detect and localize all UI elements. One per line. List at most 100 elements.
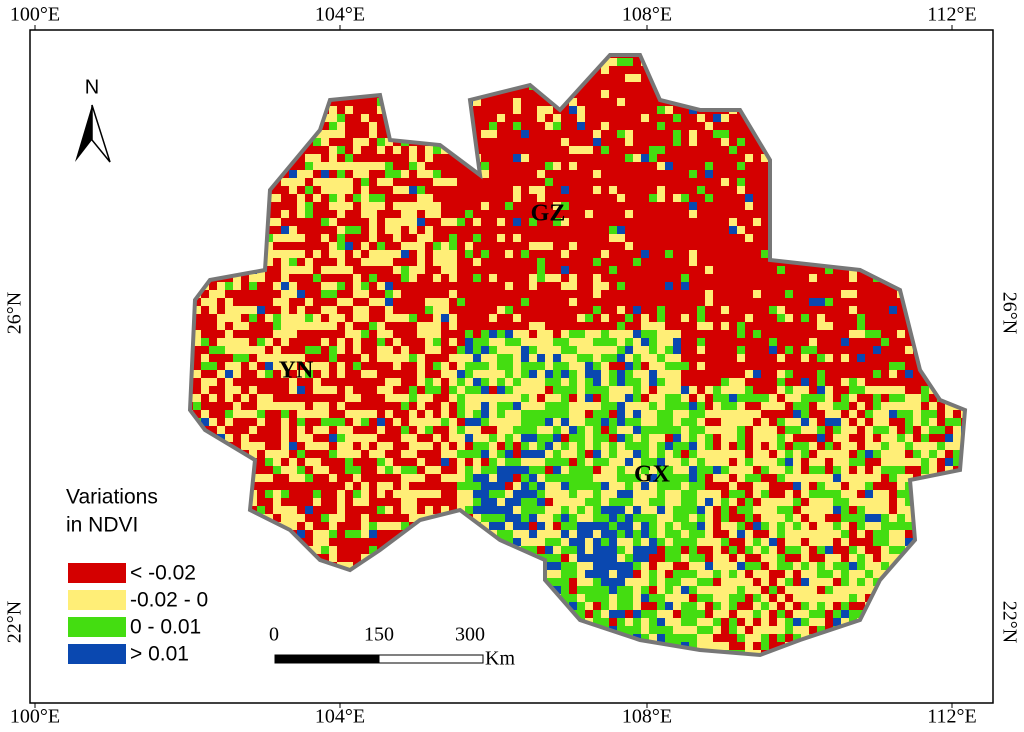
raster-cell (729, 410, 737, 418)
raster-cell (497, 194, 505, 202)
raster-cell (865, 106, 873, 114)
raster-cell (737, 330, 745, 338)
raster-cell (193, 274, 201, 282)
raster-cell (753, 202, 761, 210)
raster-cell (953, 74, 961, 82)
raster-cell (841, 418, 849, 426)
raster-cell (865, 306, 873, 314)
raster-cell (305, 234, 313, 242)
raster-cell (665, 234, 673, 242)
raster-cell (729, 306, 737, 314)
raster-cell (433, 258, 441, 266)
raster-cell (737, 266, 745, 274)
raster-cell (281, 106, 289, 114)
raster-cell (553, 170, 561, 178)
raster-cell (393, 202, 401, 210)
raster-cell (769, 426, 777, 434)
raster-cell (225, 226, 233, 234)
raster-cell (705, 202, 713, 210)
raster-cell (553, 154, 561, 162)
raster-cell (521, 186, 529, 194)
raster-cell (441, 362, 449, 370)
raster-cell (513, 322, 521, 330)
raster-cell (697, 90, 705, 98)
raster-cell (545, 362, 553, 370)
raster-cell (449, 210, 457, 218)
raster-cell (777, 146, 785, 154)
raster-cell (625, 146, 633, 154)
raster-cell (337, 66, 345, 74)
raster-cell (609, 314, 617, 322)
raster-cell (809, 274, 817, 282)
raster-cell (225, 298, 233, 306)
raster-cell (505, 354, 513, 362)
raster-cell (857, 378, 865, 386)
raster-cell (609, 186, 617, 194)
raster-cell (953, 354, 961, 362)
raster-cell (217, 194, 225, 202)
raster-cell (289, 130, 297, 138)
raster-cell (945, 370, 953, 378)
raster-cell (193, 250, 201, 258)
raster-cell (609, 130, 617, 138)
raster-cell (761, 290, 769, 298)
raster-cell (801, 314, 809, 322)
raster-cell (961, 130, 965, 138)
raster-cell (305, 442, 313, 450)
raster-cell (633, 226, 641, 234)
raster-cell (721, 98, 729, 106)
raster-cell (633, 234, 641, 242)
raster-cell (913, 282, 921, 290)
raster-cell (193, 354, 201, 362)
raster-cell (481, 322, 489, 330)
raster-cell (945, 106, 953, 114)
raster-cell (697, 250, 705, 258)
raster-cell (281, 146, 289, 154)
raster-cell (513, 250, 521, 258)
raster-cell (553, 282, 561, 290)
raster-cell (881, 114, 889, 122)
raster-cell (193, 178, 201, 186)
raster-cell (545, 354, 553, 362)
raster-cell (537, 346, 545, 354)
raster-cell (497, 410, 505, 418)
raster-cell (409, 210, 417, 218)
raster-cell (193, 74, 201, 82)
raster-cell (625, 194, 633, 202)
raster-cell (689, 394, 697, 402)
raster-cell (769, 90, 777, 98)
raster-cell (353, 258, 361, 266)
raster-cell (201, 378, 209, 386)
raster-cell (953, 410, 961, 418)
raster-cell (609, 162, 617, 170)
raster-cell (817, 418, 825, 426)
raster-cell (329, 55, 337, 58)
raster-cell (353, 450, 361, 458)
raster-cell (729, 194, 737, 202)
raster-cell (409, 186, 417, 194)
raster-cell (969, 210, 977, 218)
raster-cell (345, 370, 353, 378)
raster-cell (817, 442, 825, 450)
raster-cell (793, 218, 801, 226)
raster-cell (497, 338, 505, 346)
raster-cell (561, 378, 569, 386)
raster-cell (705, 442, 713, 450)
raster-cell (929, 250, 937, 258)
raster-cell (937, 410, 945, 418)
raster-cell (673, 194, 681, 202)
raster-cell (761, 74, 769, 82)
raster-cell (825, 218, 833, 226)
raster-cell (753, 386, 761, 394)
raster-cell (865, 426, 873, 434)
raster-cell (833, 266, 841, 274)
raster-cell (409, 122, 417, 130)
raster-cell (273, 394, 281, 402)
raster-cell (529, 186, 537, 194)
raster-cell (929, 114, 937, 122)
raster-cell (505, 418, 513, 426)
raster-cell (737, 162, 745, 170)
raster-cell (505, 258, 513, 266)
raster-cell (329, 138, 337, 146)
raster-cell (625, 378, 633, 386)
